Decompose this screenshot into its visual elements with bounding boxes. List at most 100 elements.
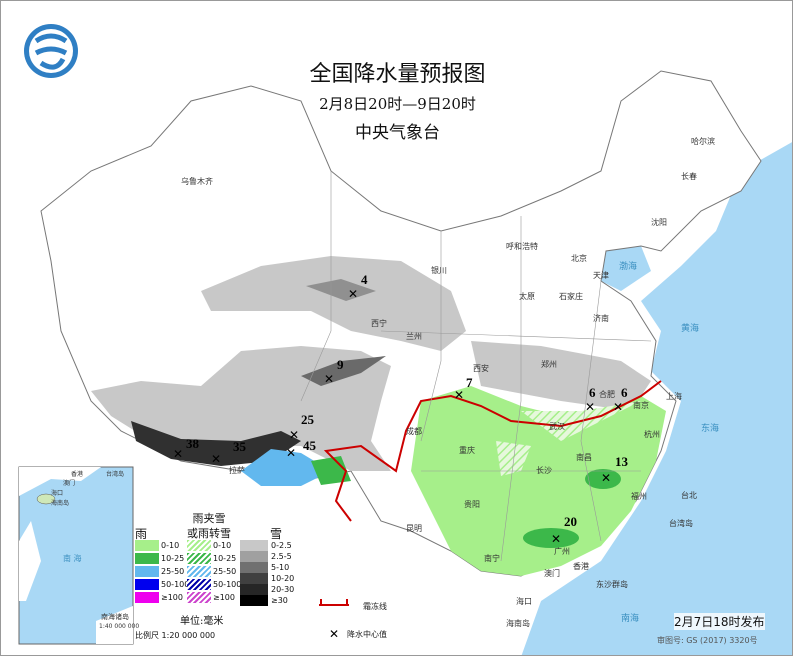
city-label: 长春 — [681, 171, 697, 181]
center-value: 6 — [589, 385, 596, 400]
issued-time: 2月7日18时发布 — [674, 613, 765, 630]
center-value: 4 — [361, 272, 368, 287]
sea-labels: 渤海 黄海 东海 南海 海南岛 — [506, 260, 719, 628]
legend-label-rain: 10-25 — [161, 554, 185, 563]
city-label: 兰州 — [406, 331, 422, 341]
center-mark-icon: ✕ — [613, 400, 623, 414]
center-mark-icon: ✕ — [173, 447, 183, 461]
city-label: 沈阳 — [651, 217, 667, 227]
sea-label: 东海 — [701, 422, 719, 434]
legend-label-mixed: ≥100 — [213, 593, 235, 602]
sea-label: 海南岛 — [506, 618, 530, 628]
frost-line[interactable] — [323, 380, 662, 522]
inset-title: 南海诸岛 — [101, 612, 129, 621]
legend-label-snow: 20-30 — [271, 585, 295, 594]
center-value: 38 — [186, 436, 200, 451]
inset-place: 台湾岛 — [106, 470, 124, 478]
snow-east — [471, 341, 651, 411]
legend-swatch-rain — [135, 540, 159, 551]
rain-area-tibet-green — [311, 456, 351, 485]
city-label: 台湾岛 — [669, 518, 693, 528]
sea-label: 南海 — [621, 612, 639, 624]
legend-swatch-snow — [240, 551, 268, 562]
city-label: 南宁 — [484, 553, 500, 563]
city-labels: 乌鲁木齐 哈尔滨 长春 沈阳 呼和浩特 北京 天津 石家庄 太原 银川 西宁 兰… — [181, 136, 715, 606]
sea-label: 渤海 — [619, 260, 637, 272]
city-label: 哈尔滨 — [691, 136, 715, 146]
center-mark-icon: ✕ — [211, 452, 221, 466]
snow-heavy-tibet — [131, 421, 301, 466]
city-label: 福州 — [631, 492, 647, 501]
city-label: 拉萨 — [229, 465, 245, 475]
city-label: 南京 — [633, 400, 649, 410]
center-mark-icon: ✕ — [329, 627, 339, 641]
legend-label-snow: 5-10 — [271, 563, 290, 572]
center-value: 13 — [615, 454, 629, 469]
legend-label-rain: ≥100 — [161, 593, 183, 602]
rain-area-south — [411, 386, 666, 576]
city-label: 长沙 — [536, 465, 552, 475]
city-label: 成都 — [406, 426, 422, 436]
bohai-sea — [601, 246, 651, 291]
center-mark-icon: ✕ — [324, 372, 334, 386]
center-value: 20 — [564, 514, 577, 529]
city-label: 昆明 — [406, 524, 422, 533]
legend-swatch-mixed — [187, 592, 211, 603]
city-label: 济南 — [593, 313, 609, 323]
legend-rain-header: 雨 — [135, 527, 148, 541]
inset-sea-label: 南 海 — [63, 553, 82, 563]
city-label: 石家庄 — [559, 291, 583, 301]
legend-label-snow: ≥30 — [271, 596, 288, 605]
center-value: 7 — [466, 375, 473, 390]
city-label: 重庆 — [459, 445, 475, 455]
legend-swatch-snow — [240, 595, 268, 606]
city-label: 北京 — [571, 253, 587, 263]
city-label: 东沙群岛 — [596, 579, 628, 589]
city-label: 西宁 — [371, 318, 387, 328]
mixed-area-2 — [496, 441, 531, 476]
legend-label-mixed: 0-10 — [213, 541, 232, 550]
legend-mixed-header: 雨夹雪 或雨转雪 — [187, 512, 231, 540]
legend-symbols: ✕ 霜冻线 降水中心值 — [319, 599, 387, 641]
city-label: 天津 — [593, 270, 609, 280]
cma-logo — [24, 24, 78, 78]
legend: 雨 雨夹雪 或雨转雪 雪 0-10 10-25 25-50 50-100 ≥100 0-1… — [135, 512, 294, 643]
legend-label-rain: 25-50 — [161, 567, 185, 576]
legend-label-rain: 50-100 — [161, 580, 190, 589]
center-mark-icon: ✕ — [348, 287, 358, 301]
legend-label-snow: 2.5-5 — [271, 552, 292, 561]
legend-snow-header: 雪 — [270, 527, 283, 541]
inset-place: 香港 — [71, 470, 83, 478]
legend-swatch-snow — [240, 540, 268, 551]
city-label: 银川 — [431, 265, 447, 275]
legend-swatch-snow — [240, 573, 268, 584]
legend-swatch-mixed — [187, 579, 211, 590]
rain-center-20 — [523, 528, 579, 548]
legend-label-snow: 10-20 — [271, 574, 295, 583]
city-label: 海口 — [516, 596, 532, 606]
city-label: 郑州 — [541, 359, 557, 369]
center-mark-icon: ✕ — [289, 428, 299, 442]
ocean — [521, 142, 792, 655]
city-label: 广州 — [554, 546, 570, 556]
center-mark-icon: ✕ — [551, 532, 561, 546]
legend-swatch-rain — [135, 553, 159, 564]
city-label: 杭州 — [644, 429, 660, 439]
city-label: 香港 — [573, 561, 589, 571]
legend-center: 降水中心值 — [347, 629, 387, 639]
issuer: 中央气象台 — [355, 123, 440, 143]
inset-place: 海南岛 — [51, 499, 69, 507]
legend-swatch-mixed — [187, 553, 211, 564]
province-boundaries — [300, 171, 652, 562]
snow-area-north — [201, 256, 466, 351]
legend-swatch-rain — [135, 579, 159, 590]
snow-center-4 — [306, 279, 376, 301]
city-label: 武汉 — [549, 421, 565, 431]
legend-swatch-rain — [135, 566, 159, 577]
center-value: 35 — [233, 439, 247, 454]
legend-label-rain: 0-10 — [161, 541, 180, 550]
center-value: 6 — [621, 385, 628, 400]
center-value: 25 — [301, 412, 315, 427]
